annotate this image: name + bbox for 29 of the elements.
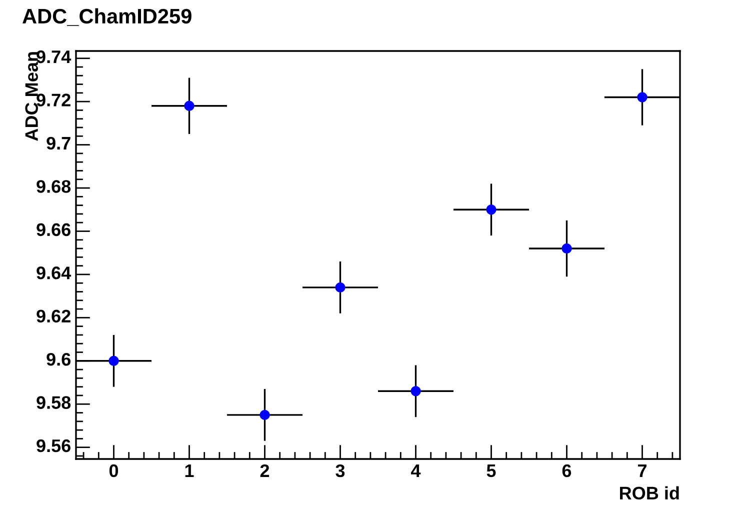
chart-title: ADC_ChamID259 bbox=[22, 8, 192, 26]
y-tick-label: 9.74 bbox=[36, 50, 72, 64]
x-tick-label: 3 bbox=[336, 464, 345, 478]
x-tick-label: 7 bbox=[638, 464, 646, 477]
point bbox=[108, 356, 119, 366]
x-tick-label: 4 bbox=[411, 464, 421, 477]
y-tick-label: 9.64 bbox=[36, 266, 72, 280]
y-tick-label: 9.72 bbox=[36, 94, 70, 106]
x-tick-label: 5 bbox=[486, 464, 496, 478]
y-tick-label: 9.56 bbox=[36, 439, 70, 452]
point bbox=[335, 282, 346, 292]
y-tick-label: 9.58 bbox=[36, 396, 71, 409]
x-tick-label: 1 bbox=[185, 464, 194, 477]
y-tick-label: 9.66 bbox=[36, 223, 70, 236]
point bbox=[260, 410, 270, 420]
x-tick-label: 6 bbox=[562, 464, 572, 478]
x-axis-title: ROB id bbox=[620, 486, 679, 500]
y-tick-label: 9.6 bbox=[46, 352, 70, 366]
y-tick-label: 9.7 bbox=[46, 136, 70, 150]
point bbox=[410, 386, 421, 396]
y-tick-label: 9.62 bbox=[36, 310, 70, 323]
x-tick-label: 2 bbox=[260, 464, 270, 477]
x-tick-label: 0 bbox=[109, 464, 118, 478]
y-axis-title: ADC Mean bbox=[25, 52, 38, 141]
y-tick-label: 9.68 bbox=[36, 180, 71, 193]
point bbox=[637, 92, 648, 102]
point bbox=[562, 243, 572, 254]
point bbox=[184, 100, 194, 111]
point bbox=[486, 204, 496, 215]
